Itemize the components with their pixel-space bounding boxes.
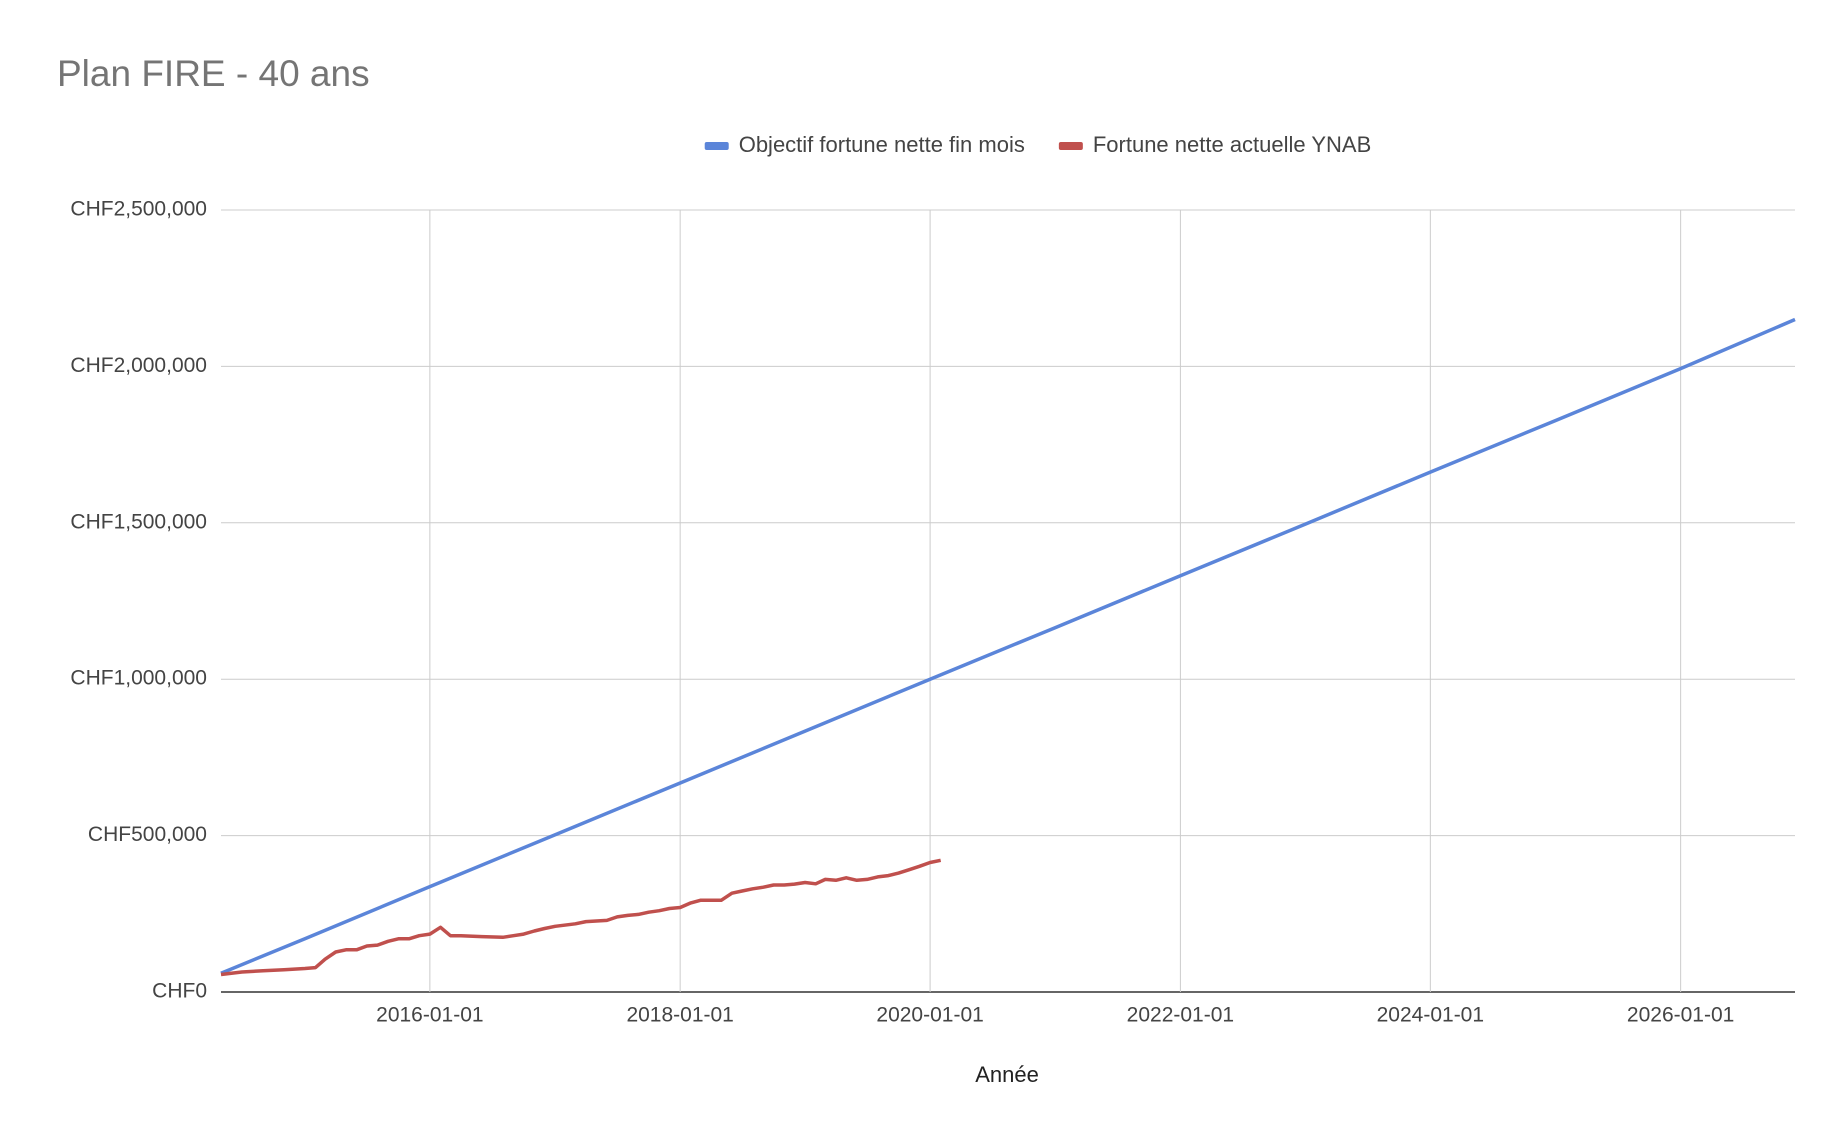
x-axis-label: Année (975, 1062, 1039, 1087)
chart-title: Plan FIRE - 40 ans (57, 53, 370, 94)
legend-swatch (704, 142, 729, 150)
y-tick-label: CHF0 (152, 980, 207, 1003)
series-line (220, 858, 942, 977)
legend-swatch (1058, 142, 1083, 150)
x-tick-label: 2018-01-01 (626, 1004, 733, 1027)
x-tick-label: 2022-01-01 (1127, 1004, 1234, 1027)
y-tick-label: CHF2,500,000 (70, 198, 207, 221)
y-tick-label: CHF500,000 (88, 823, 207, 846)
y-tick-label: CHF1,000,000 (70, 667, 207, 690)
x-tick-label: 2016-01-01 (376, 1004, 483, 1027)
legend-label: Objectif fortune nette fin mois (739, 132, 1025, 157)
series-line (220, 317, 1796, 975)
y-tick-label: CHF1,500,000 (70, 510, 207, 533)
x-tick-label: 2026-01-01 (1627, 1004, 1734, 1027)
y-tick-label: CHF2,000,000 (70, 354, 207, 377)
legend-label: Fortune nette actuelle YNAB (1093, 132, 1371, 157)
x-tick-label: 2024-01-01 (1377, 1004, 1484, 1027)
x-tick-label: 2020-01-01 (876, 1004, 983, 1027)
